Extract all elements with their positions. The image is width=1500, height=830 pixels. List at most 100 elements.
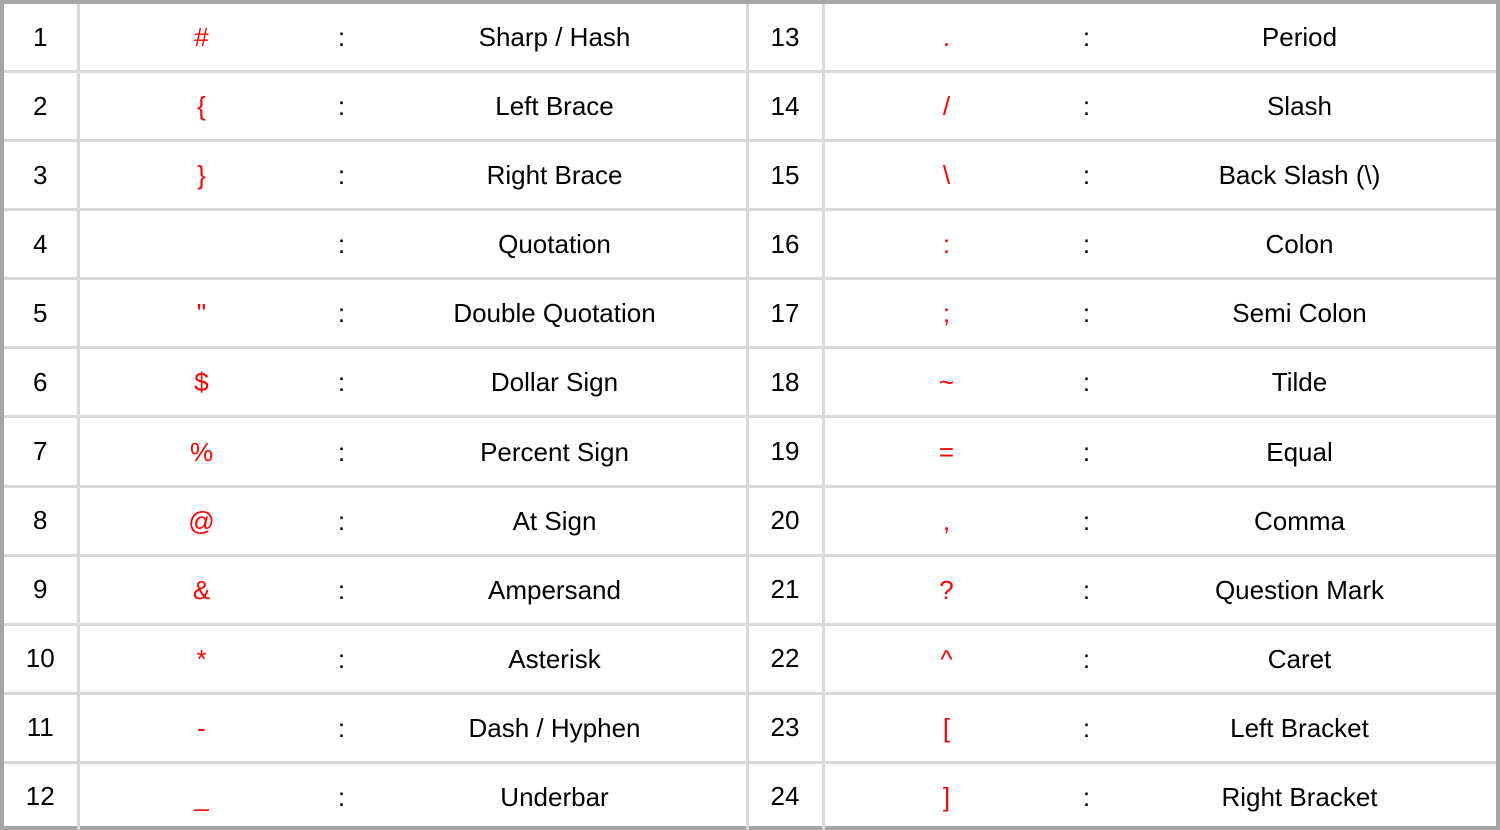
symbol-glyph: :: [942, 229, 951, 260]
table-row: 8 @: At Sign 20 ,: Comma: [4, 484, 1496, 557]
row-number-cell: 18: [745, 346, 825, 419]
symbol-entry-cell: ]: Right Bracket: [821, 760, 1496, 830]
symbol-name: Semi Colon: [1232, 298, 1367, 329]
symbol-entry-cell: @: At Sign: [76, 484, 749, 557]
symbol-entry-cell: $: Dollar Sign: [76, 346, 749, 419]
row-number-cell: 10: [4, 622, 80, 695]
symbol-glyph: ;: [942, 298, 951, 329]
symbol-entry-cell: ;: Semi Colon: [821, 277, 1496, 350]
symbol-entry: &: Ampersand: [81, 558, 744, 621]
symbol-name: Ampersand: [488, 574, 621, 605]
separator-colon: :: [1082, 367, 1091, 398]
symbol-entry-cell: &: Ampersand: [76, 553, 749, 626]
separator-colon: :: [337, 574, 346, 605]
row-number-cell: 2: [4, 70, 80, 143]
symbol-entry: @: At Sign: [81, 489, 744, 552]
symbol-name: Caret: [1267, 643, 1332, 674]
symbol-entry-cell: ,: Comma: [821, 484, 1496, 557]
symbol-entry: ": Double Quotation: [81, 282, 744, 345]
row-number: 2: [33, 90, 48, 121]
symbol-entry: *: Asterisk: [81, 627, 744, 690]
symbol-entry: %: Percent Sign: [81, 420, 744, 483]
symbol-glyph: [180, 213, 224, 276]
symbol-entry: : Quotation: [81, 213, 744, 276]
row-number-cell: 19: [745, 415, 825, 488]
symbol-name: Sharp / Hash: [478, 22, 631, 53]
symbol-entry: [: Left Bracket: [826, 696, 1496, 759]
row-number-cell: 20: [745, 484, 825, 557]
row-number-cell: 23: [745, 691, 825, 764]
row-number: 9: [33, 574, 48, 605]
symbol-entry-cell: .: Period: [821, 4, 1496, 74]
symbol-entry-cell: \: Back Slash (\): [821, 139, 1496, 212]
table-row: 11 -: Dash / Hyphen 23 [: Left Bracket: [4, 691, 1496, 764]
row-number-cell: 4: [4, 208, 80, 281]
separator-colon: :: [1082, 298, 1091, 329]
table-row: 4 : Quotation 16:: Colon: [4, 208, 1496, 281]
table-row: 1 #: Sharp / Hash 13.: Period: [4, 4, 1496, 74]
symbol-entry: $: Dollar Sign: [81, 351, 744, 414]
symbol-glyph: ?: [939, 574, 954, 605]
row-number-cell: 24: [745, 760, 825, 830]
separator-colon: :: [337, 91, 346, 122]
symbol-name: At Sign: [512, 505, 597, 536]
symbol-entry: /: Slash: [826, 75, 1496, 138]
row-number: 15: [770, 159, 800, 190]
symbol-name: Colon: [1265, 229, 1334, 260]
symbol-name: Percent Sign: [480, 436, 629, 467]
separator-colon: :: [337, 643, 346, 674]
row-number-cell: 8: [4, 484, 80, 557]
symbol-entry: }: Right Brace: [81, 144, 744, 207]
symbol-name: Left Brace: [495, 91, 614, 122]
symbol-name: Back Slash (\): [1218, 160, 1381, 191]
symbol-entry: ^: Caret: [826, 627, 1496, 690]
symbol-glyph: %: [189, 436, 214, 467]
symbol-name: Equal: [1266, 436, 1333, 467]
symbol-entry-cell: : Quotation: [76, 208, 749, 281]
symbol-glyph: $: [194, 367, 209, 398]
row-number: 5: [33, 297, 48, 328]
row-number: 6: [33, 366, 48, 397]
row-number: 12: [25, 781, 55, 812]
symbol-glyph: #: [194, 22, 209, 53]
symbol-glyph: ^: [940, 643, 953, 674]
row-number-cell: 11: [4, 691, 80, 764]
symbol-name: Period: [1261, 22, 1338, 53]
symbol-glyph: ~: [938, 367, 955, 398]
symbol-name: Slash: [1266, 91, 1333, 122]
separator-colon: :: [337, 229, 346, 260]
symbol-name: Left Bracket: [1230, 712, 1369, 743]
row-number-cell: 1: [4, 4, 80, 74]
symbol-name: Right Bracket: [1221, 781, 1378, 812]
symbol-entry-cell: *: Asterisk: [76, 622, 749, 695]
row-number-cell: 13: [745, 4, 825, 74]
row-number: 22: [770, 643, 800, 674]
symbol-entry-cell: :: Colon: [821, 208, 1496, 281]
separator-colon: :: [1082, 781, 1091, 812]
separator-colon: :: [1082, 505, 1091, 536]
symbol-entry-cell: %: Percent Sign: [76, 415, 749, 488]
row-number-cell: 9: [4, 553, 80, 626]
separator-colon: :: [1082, 91, 1091, 122]
row-number: 20: [770, 505, 800, 536]
symbol-glyph: _: [194, 781, 209, 812]
row-number: 3: [33, 159, 48, 190]
table-row: 12 _: Underbar 24]: Right Bracket: [4, 760, 1496, 830]
table-body: 1 #: Sharp / Hash 13.: Period 2 {: Left Brace 14…: [4, 4, 1496, 830]
row-number: 19: [770, 436, 800, 466]
symbol-entry-cell: {: Left Brace: [76, 70, 749, 143]
symbol-glyph: \: [942, 160, 951, 191]
row-number: 17: [770, 297, 800, 328]
separator-colon: :: [1082, 712, 1091, 743]
row-number: 11: [26, 712, 54, 743]
row-number: 23: [770, 712, 800, 743]
symbol-entry-cell: -: Dash / Hyphen: [76, 691, 749, 764]
row-number: 4: [33, 228, 48, 259]
separator-colon: :: [337, 436, 346, 467]
separator-colon: :: [337, 160, 346, 191]
symbol-glyph: [: [942, 712, 951, 743]
symbol-name: Tilde: [1271, 367, 1328, 398]
row-number-cell: 16: [745, 208, 825, 281]
symbol-entry: ;: Semi Colon: [826, 282, 1496, 345]
symbol-glyph: {: [197, 91, 206, 122]
